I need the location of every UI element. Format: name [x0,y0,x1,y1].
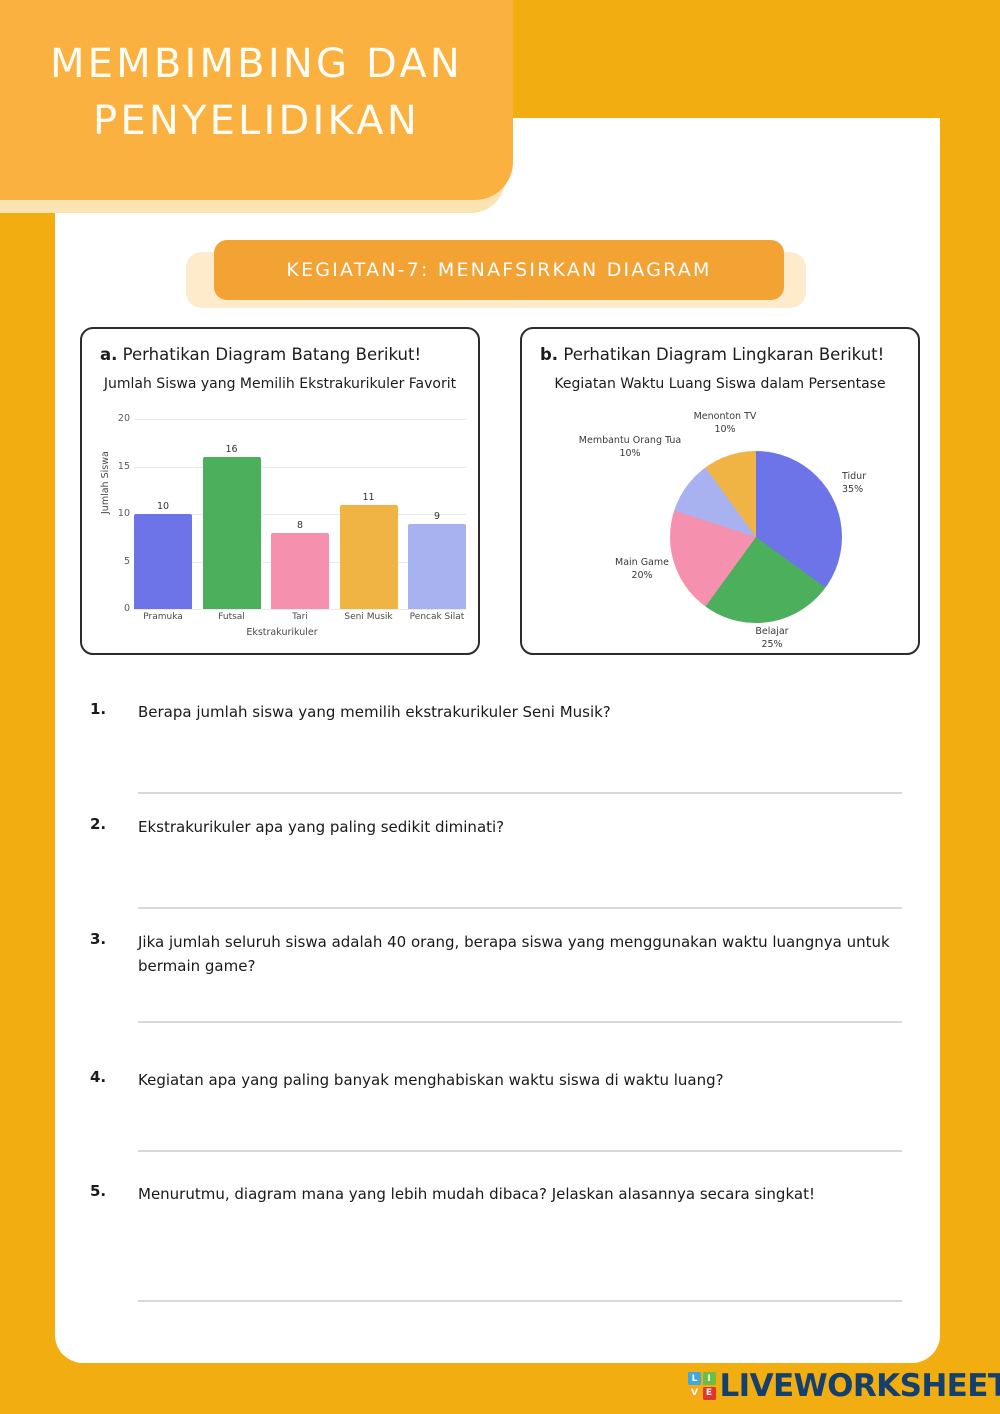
gridline [134,514,466,515]
bar-value-label: 10 [156,501,170,512]
bar-value-label: 11 [362,491,375,503]
bar-group: 8 Tari [271,419,329,622]
pie-slice-label: Menonton TV 10% [693,411,757,435]
logo-tile: E [702,1386,716,1400]
logo-tile: L [688,1372,701,1386]
bar-value-label: 9 [433,510,441,522]
bar-group: 11 Seni Musik [339,419,398,622]
pie-slice-label: Membantu Orang Tua 10% [578,435,682,459]
bar-chart-title: Jumlah Siswa yang Memilih Ekstrakurikule… [103,376,457,392]
y-axis-tick: 5 [123,555,130,567]
question-text: Berapa jumlah siswa yang memilih ekstrak… [138,703,611,721]
answer-line[interactable] [138,907,902,909]
question-number: 2. [90,815,107,833]
bar-value-label: 8 [296,520,304,531]
bar [408,523,466,609]
header-banner: MEMBIMBING DAN PENYELIDIKAN [0,0,513,200]
pie-slice-label: Belajar 25% [755,626,789,650]
gridline [134,419,466,420]
bar-chart-xlabel: Ekstrakurikuler [246,627,318,638]
answer-line[interactable] [138,1021,902,1023]
bar-category-label: Futsal [218,612,245,622]
pie-chart-title: Kegiatan Waktu Luang Siswa dalam Persent… [554,376,886,392]
bar-category-label: Seni Musik [344,612,393,622]
y-axis-tick: 10 [117,508,130,519]
bar [202,457,261,609]
activity-label: KEGIATAN-7: MENAFSIRKAN DIAGRAM [286,259,712,281]
bar [134,514,192,609]
bar-group: 10 Pramuka [134,419,192,622]
gridline [134,466,466,468]
question-text: Ekstrakurikuler apa yang paling sedikit … [138,818,505,836]
y-axis-tick: 0 [123,603,130,614]
bar-category-label: Pencak Silat [409,612,465,622]
bar [339,504,398,609]
diagram-panel-pie: b. Perhatikan Diagram Lingkaran Berikut!… [520,327,920,655]
bar-category-label: Pramuka [143,612,183,622]
answer-line[interactable] [138,1300,902,1302]
question-number: 4. [90,1068,107,1086]
panel-b-heading-text: Perhatikan Diagram Lingkaran Berikut! [563,345,885,364]
question-number: 5. [90,1182,107,1200]
bar-chart-bars: 10 Pramuka 16 Futsal 8 Tari 11 Seni Musik 9 Penca… [134,419,466,622]
pie-slice-label: Tidur 35% [842,471,867,495]
bar [271,533,329,609]
bar-category-label: Tari [292,612,308,622]
pie-chart [670,451,842,623]
question-number: 3. [90,930,107,948]
content-card [55,118,940,1363]
panel-a-letter: a. [100,345,118,364]
bar-value-label: 16 [225,444,238,455]
question-text: Kegiatan apa yang paling banyak menghabi… [138,1071,724,1089]
panel-a-heading: a. Perhatikan Diagram Batang Berikut! [100,345,421,364]
panel-b-letter: b. [540,345,559,364]
panel-a-heading-text: Perhatikan Diagram Batang Berikut! [122,345,422,364]
question-number: 1. [90,700,107,718]
question-text: Jika jumlah seluruh siswa adalah 40 oran… [138,933,890,976]
logo-tile: V [688,1386,701,1400]
answer-line[interactable] [138,792,902,794]
y-axis-tick: 20 [117,413,130,424]
question-text: Menurutmu, diagram mana yang lebih mudah… [138,1185,815,1203]
bar-group: 16 Futsal [202,419,261,622]
activity-banner: KEGIATAN-7: MENAFSIRKAN DIAGRAM [214,240,784,300]
bar-chart-plot: 0 5 10 15 20 10 Pramuka 16 Futsal 8 Tari 11 Seni Mu… [118,413,466,622]
bar-group: 9 Pencak Silat [408,419,466,622]
page-title: MEMBIMBING DAN PENYELIDIKAN [49,41,464,144]
gridline [134,609,466,610]
liveworksheets-wordmark: LIVEWORKSHEETS [719,1368,1000,1404]
logo-tile: I [702,1372,716,1386]
diagram-panel-bar: a. Perhatikan Diagram Batang Berikut! Ju… [80,327,480,655]
panel-b-heading: b. Perhatikan Diagram Lingkaran Berikut! [540,345,884,364]
answer-line[interactable] [138,1150,902,1152]
pie-slice-label: Main Game 20% [615,557,669,581]
y-axis-tick: 15 [117,460,130,472]
